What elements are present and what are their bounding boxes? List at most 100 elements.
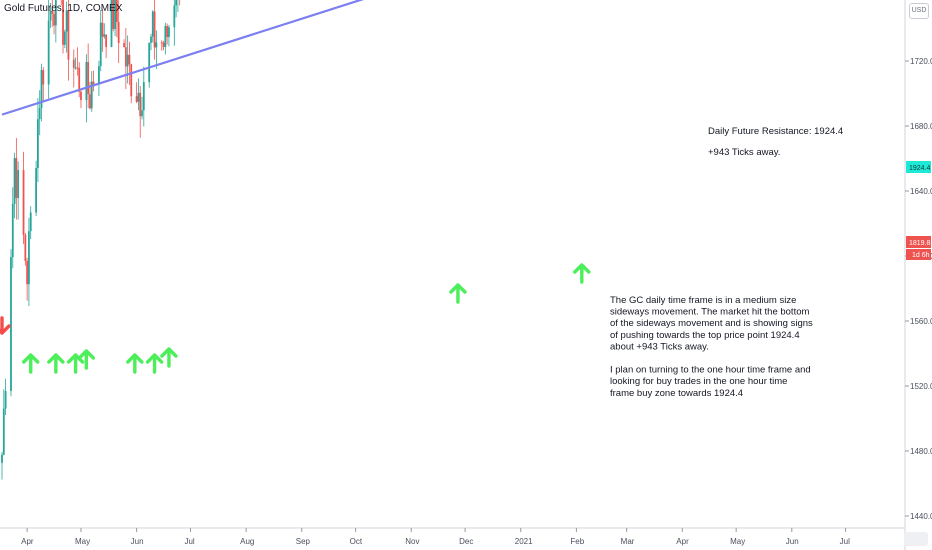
currency-button[interactable]: USD — [909, 3, 929, 19]
candle-body — [126, 54, 129, 67]
candle-body — [148, 42, 151, 83]
price-tick-label: 1480.0 — [910, 447, 932, 456]
time-tick-label: Mar — [621, 537, 635, 546]
up-arrow — [160, 347, 178, 368]
candle-body — [141, 110, 143, 117]
time-tick-label: Jun — [786, 537, 799, 546]
candle-body — [128, 54, 131, 65]
candle-body — [51, 10, 54, 14]
candle-body — [53, 13, 55, 26]
tradingview-logo[interactable] — [904, 532, 928, 546]
candle-body — [92, 81, 95, 85]
candle-body — [4, 390, 7, 409]
last-price-tag-text: 1819.8 — [909, 240, 931, 247]
candle-body — [76, 67, 79, 69]
candle-body — [130, 64, 133, 97]
resistance-label: Daily Future Resistance: 1924.4 — [708, 126, 843, 137]
candle-body — [2, 408, 5, 455]
candle-body — [63, 31, 66, 45]
candle-body — [78, 67, 81, 92]
candle-body — [65, 10, 68, 32]
candle-body — [164, 26, 167, 47]
time-tick-label: Oct — [350, 537, 363, 546]
up-arrow — [47, 353, 65, 374]
last-price-tag: 1819.8 1d 6h — [906, 236, 931, 260]
signal-arrows — [0, 263, 591, 374]
candle-body — [101, 22, 104, 37]
candle-body — [135, 96, 138, 102]
candle-body — [17, 170, 20, 199]
candle-body — [26, 260, 29, 285]
candle-body — [173, 5, 176, 28]
analysis-line: frame buy zone towards 1924.4 — [610, 388, 743, 399]
up-arrow — [573, 263, 591, 284]
candle-body — [40, 70, 43, 109]
candle-body — [85, 62, 88, 101]
candle-body — [90, 81, 93, 109]
time-tick-label: Feb — [570, 537, 584, 546]
candle-body — [117, 21, 120, 44]
candle-body — [112, 0, 115, 30]
time-tick-label: Dec — [459, 537, 473, 546]
time-tick-label: May — [75, 537, 90, 546]
candle-body — [168, 27, 170, 38]
candle-body — [54, 0, 57, 26]
candle-body — [11, 203, 14, 258]
up-arrow — [145, 353, 164, 374]
countdown-tag-text: 1d 6h — [912, 252, 930, 259]
candle-body — [137, 92, 140, 102]
candle-body — [13, 158, 16, 204]
ticks-away-label: +943 Ticks away. — [708, 147, 780, 158]
candle-body — [74, 67, 77, 69]
up-arrow — [66, 353, 85, 374]
analysis-line: The GC daily time frame is in a medium s… — [610, 295, 796, 306]
up-arrow — [22, 353, 40, 374]
price-tick-label: 1440.0 — [910, 512, 932, 521]
analysis-line: I plan on turning to the one hour time f… — [610, 365, 811, 376]
drawings-layer[interactable] — [0, 0, 905, 116]
candle-body — [105, 34, 108, 48]
candle-body — [35, 167, 38, 213]
price-tick-label: 1640.0 — [910, 187, 932, 196]
down-arrow — [0, 316, 11, 335]
candle-body — [155, 42, 158, 48]
price-tick-label: 1720.0 — [910, 57, 932, 66]
candle-body — [115, 0, 118, 22]
candle-body — [153, 11, 156, 48]
candle-body — [98, 66, 100, 85]
time-tick-label: Jul — [840, 537, 850, 546]
analysis-note: The GC daily time frame is in a medium s… — [610, 295, 813, 399]
candle-body — [37, 119, 39, 168]
candle-body — [89, 94, 91, 109]
time-tick-label: Jul — [184, 537, 194, 546]
candle-body — [139, 92, 142, 117]
candle-body — [114, 0, 116, 30]
price-tick-label: 1520.0 — [910, 382, 932, 391]
time-axis[interactable]: Apr May Jun Jul Aug Sep Oct Nov Dec 2021 Feb Mar Apr… — [21, 528, 850, 546]
candle-body — [10, 257, 12, 391]
ascending-trendline[interactable] — [1, 0, 840, 116]
candle-body — [80, 91, 82, 101]
up-arrow — [126, 353, 144, 374]
candle-body — [151, 11, 154, 37]
candle-body — [103, 34, 106, 37]
candle-body — [124, 47, 127, 67]
price-tick-label: 1560.0 — [910, 317, 932, 326]
time-tick-label: Nov — [405, 537, 419, 546]
candle-body — [123, 43, 125, 48]
candle-body — [49, 10, 52, 21]
candle-body — [42, 70, 45, 85]
time-tick-label: Apr — [676, 537, 689, 546]
candle-body — [24, 234, 27, 261]
time-tick-label: Apr — [21, 537, 34, 546]
candle-body — [62, 0, 64, 45]
candle-body — [87, 62, 90, 95]
candle-body — [1, 454, 3, 463]
candle-body — [162, 42, 165, 47]
analysis-line: of the sideways movement and is showing … — [610, 318, 813, 329]
analysis-line: about +943 Ticks away. — [610, 341, 709, 352]
candle-body — [160, 42, 163, 44]
time-tick-label: Jun — [131, 537, 144, 546]
candle-body — [150, 36, 152, 43]
